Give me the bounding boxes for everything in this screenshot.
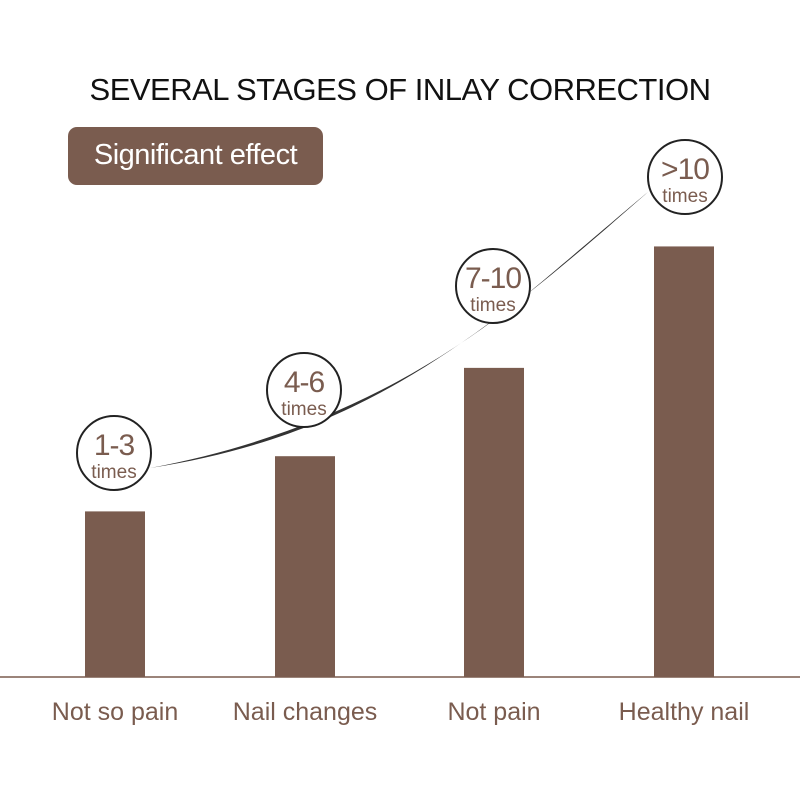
annotation-range: >10: [661, 153, 709, 186]
annotation-unit: times: [91, 462, 136, 483]
growth-curve: [150, 192, 648, 468]
annotation-circle: [266, 352, 342, 428]
bar-0: [85, 511, 145, 677]
category-label: Healthy nail: [619, 698, 750, 726]
annotation-unit: times: [662, 186, 707, 207]
annotation-range: 4-6: [284, 366, 325, 399]
significant-effect-badge: Significant effect: [68, 127, 323, 185]
annotation-unit: times: [470, 295, 515, 316]
category-label: Nail changes: [233, 698, 378, 726]
bar-3: [654, 246, 714, 677]
annotation-range: 1-3: [94, 429, 135, 462]
category-label: Not so pain: [52, 698, 178, 726]
annotation-range: 7-10: [465, 262, 521, 295]
annotation-circle: [647, 139, 723, 215]
chart-title: SEVERAL STAGES OF INLAY CORRECTION: [89, 72, 711, 107]
bar-1: [275, 456, 335, 677]
category-label: Not pain: [447, 698, 540, 726]
annotation-unit: times: [281, 399, 326, 420]
annotation-circle: [76, 415, 152, 491]
annotation-circle: [455, 248, 531, 324]
bar-2: [464, 367, 524, 677]
